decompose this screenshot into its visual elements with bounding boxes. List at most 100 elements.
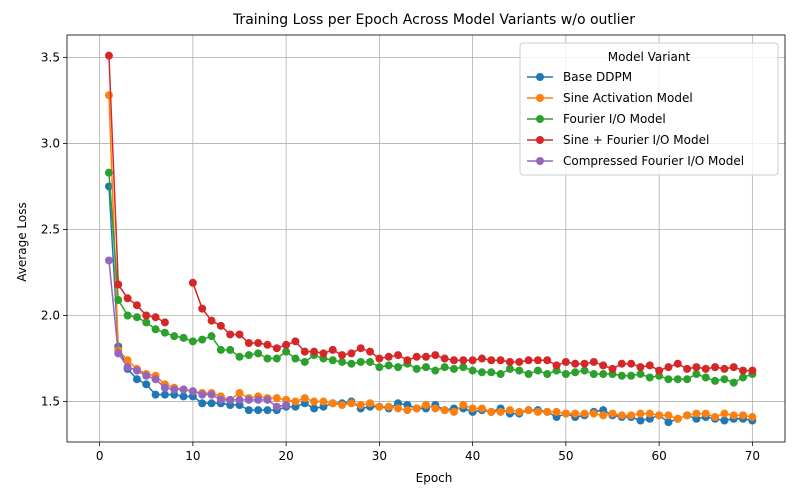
data-point [692,370,701,379]
data-point [636,416,645,425]
data-point [394,404,403,413]
data-point [254,349,263,358]
data-point [272,402,281,411]
data-point [375,354,384,363]
data-point [142,380,151,389]
legend-item: Sine + Fourier I/O Model [527,133,709,147]
data-point [664,411,673,420]
data-point [179,385,188,394]
data-point [692,409,701,418]
data-point [151,313,160,322]
data-point [748,366,757,375]
data-point [198,399,207,408]
data-point [552,361,561,370]
data-point [739,373,748,382]
series-line [108,172,753,384]
data-point [440,363,449,372]
data-point [422,363,430,372]
data-point [254,339,263,348]
data-point [244,339,253,348]
data-point [468,356,477,365]
data-point [188,278,197,287]
data-point [683,375,692,384]
data-point [739,411,748,420]
data-point [366,357,375,366]
data-point [226,345,235,354]
data-point [179,392,188,401]
data-point [328,399,337,408]
data-point [198,304,207,313]
legend-label: Compressed Fourier I/O Model [563,154,744,168]
data-point [505,357,514,366]
data-point [692,363,701,372]
data-point [431,404,440,413]
data-point [599,411,608,420]
data-point [561,370,570,379]
data-point [263,395,272,404]
data-point [160,318,169,327]
series-2 [104,168,757,387]
data-point [356,401,365,409]
data-point [338,351,347,360]
data-point [477,354,486,363]
data-point [104,168,113,177]
data-point [123,294,132,303]
data-point [235,330,244,339]
plot-frame [66,34,786,443]
data-point [170,385,179,394]
data-point [207,316,216,325]
data-point [664,363,673,372]
data-point [151,390,160,399]
legend-item: Compressed Fourier I/O Model [527,154,744,168]
data-point [683,364,692,373]
data-point [300,357,309,366]
data-point [627,371,636,380]
data-point [263,406,272,415]
data-point [524,370,533,379]
data-point [198,390,207,399]
data-point [384,361,393,370]
data-point [394,351,403,360]
data-point [151,325,160,334]
data-point [561,409,570,418]
data-point [338,401,347,409]
data-point [179,333,188,342]
x-tick-label: 60 [651,449,666,463]
data-point [524,356,533,365]
data-point [720,375,729,384]
data-point [729,411,738,420]
data-point [711,363,720,372]
data-point [132,301,141,310]
x-tick-label: 30 [372,449,387,463]
legend-item: Sine Activation Model [527,91,693,105]
data-point [216,395,225,404]
data-point [366,399,375,408]
legend-item: Base DDPM [527,70,632,84]
data-point [338,357,347,366]
data-point [431,351,440,360]
data-point [272,354,281,363]
data-point [431,366,440,375]
data-point [132,375,141,384]
data-point [571,359,580,368]
data-point [375,363,384,372]
x-tick-label: 40 [465,449,480,463]
series-group [104,51,757,427]
data-point [366,347,375,356]
data-point [114,349,123,358]
x-tick-label: 20 [278,449,293,463]
data-point [627,411,636,420]
data-point [599,370,608,379]
data-point [571,409,580,418]
data-point [543,356,552,365]
data-point [440,354,449,363]
data-point [226,395,235,404]
x-axis-title: Epoch [416,471,453,485]
legend-title: Model Variant [608,50,691,64]
data-point [282,340,291,349]
data-point [291,337,300,346]
data-point [720,409,729,418]
data-point [487,407,496,416]
data-point [104,256,113,265]
data-point [496,370,505,379]
